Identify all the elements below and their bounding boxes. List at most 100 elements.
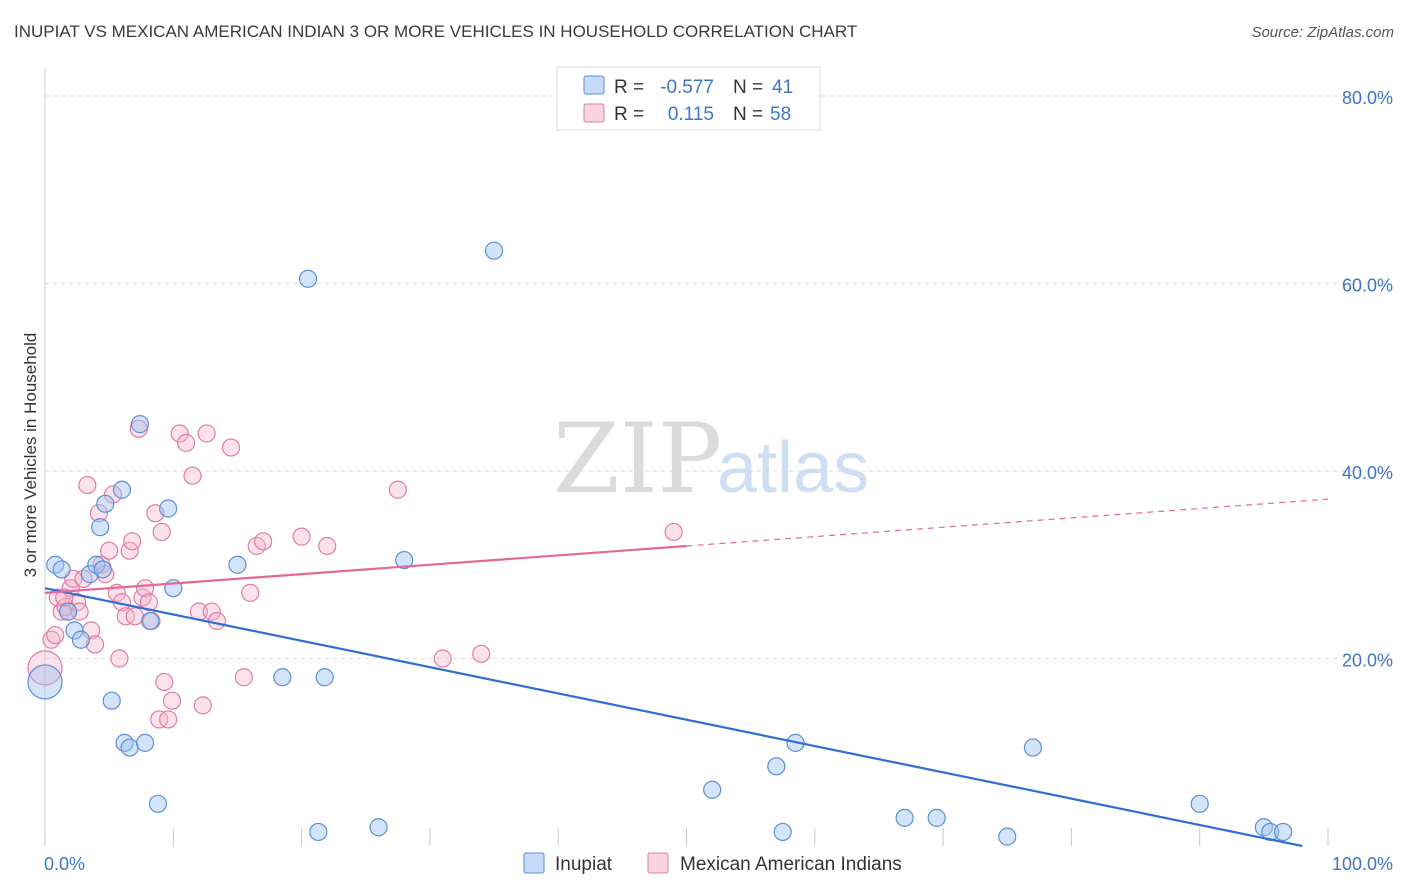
mexican-point-47: [234, 668, 253, 687]
mexican-point-12: [78, 475, 97, 495]
inupiat-point-30: [767, 757, 786, 776]
mexican-point-26: [125, 607, 144, 626]
mexican-point-30: [139, 593, 159, 612]
legend-n-value-inupiat: 41: [772, 77, 793, 98]
mexican-point-35: [155, 672, 174, 692]
chart-source: Source: ZipAtlas.com: [1251, 24, 1394, 41]
inupiat-point-0: [27, 664, 63, 700]
mexican-point-15: [89, 504, 108, 523]
legend-r-value-mexican: 0.115: [668, 104, 714, 125]
mexican-point-51: [292, 527, 311, 546]
series-legend: Inupiat Mexican American Indians: [523, 852, 902, 875]
mexican-point-39: [177, 433, 196, 452]
mexican-point-40: [183, 466, 202, 485]
mexican-point-19: [103, 485, 123, 504]
mexican-point-45: [207, 611, 227, 631]
bottom-legend-label-mexican: Mexican American Indians: [680, 854, 902, 875]
mexican-point-37: [162, 691, 182, 710]
inupiat-point-2: [52, 560, 71, 579]
mexican-trend-line-extension: [686, 498, 1329, 547]
watermark-atlas: atlas: [717, 428, 869, 508]
inupiat-point-17: [141, 611, 160, 631]
bottom-legend-swatch-mexican: [647, 852, 669, 874]
inupiat-point-5: [71, 630, 91, 649]
bottom-legend-swatch-inupiat: [523, 852, 545, 874]
y-tick-label-2: 40.0%: [1342, 463, 1393, 483]
inupiat-point-25: [315, 668, 334, 687]
inupiat-point-29: [703, 780, 722, 799]
inupiat-point-18: [148, 794, 168, 813]
mexican-point-34: [152, 522, 171, 542]
inupiat-point-11: [102, 691, 121, 710]
mexican-point-55: [472, 644, 491, 663]
x-tick-labels: 0.0% 100.0%: [44, 854, 1393, 874]
inupiat-point-15: [130, 415, 150, 434]
inupiat-point-36: [1023, 738, 1043, 757]
watermark-zip: ZIP: [553, 403, 722, 515]
inupiat-point-9: [93, 560, 112, 579]
legend-r-label-inupiat: R =: [614, 77, 644, 98]
inupiat-point-8: [91, 518, 110, 537]
data-points: [27, 241, 1293, 846]
mexican-point-43: [197, 424, 216, 443]
inupiat-point-4: [65, 621, 84, 640]
inupiat-point-12: [112, 480, 132, 499]
bottom-legend-label-inupiat: Inupiat: [555, 854, 613, 875]
trend-lines: [44, 498, 1329, 848]
legend-n-label-mexican: N =: [733, 104, 763, 125]
legend-swatch-inupiat: [583, 75, 605, 95]
inupiat-point-26: [369, 818, 388, 837]
y-tick-label-1: 60.0%: [1342, 276, 1393, 296]
inupiat-point-28: [484, 241, 504, 260]
mexican-point-42: [193, 696, 212, 715]
y-axis-label: 3 or more Vehicles in Household: [21, 333, 40, 578]
inupiat-point-10: [96, 494, 115, 513]
legend-r-value-inupiat: -0.577: [660, 77, 714, 98]
mexican-point-2: [46, 625, 65, 645]
mexican-point-25: [123, 532, 142, 551]
mexican-point-44: [202, 602, 221, 621]
mexican-point-38: [170, 424, 189, 443]
mexican-point-18: [100, 541, 119, 560]
mexican-point-0: [27, 650, 63, 686]
gridlines: [45, 95, 1392, 659]
mexican-point-53: [388, 480, 407, 499]
watermark: ZIP atlas: [553, 403, 869, 515]
mexican-point-54: [433, 649, 452, 668]
legend-n-value-mexican: 58: [770, 104, 791, 125]
mexican-point-29: [135, 579, 155, 598]
axes: [44, 68, 1329, 846]
inupiat-point-34: [927, 808, 946, 827]
x-tick-label-1: 100.0%: [1332, 854, 1393, 874]
chart-title: INUPIAT VS MEXICAN AMERICAN INDIAN 3 OR …: [14, 22, 858, 41]
y-tick-label-0: 80.0%: [1342, 88, 1393, 108]
inupiat-point-33: [895, 808, 914, 827]
mexican-point-36: [159, 710, 178, 729]
inupiat-trend-line: [44, 587, 1303, 848]
legend-r-label-mexican: R =: [614, 104, 644, 125]
inupiat-point-31: [773, 822, 792, 842]
y-tick-label-3: 20.0%: [1342, 651, 1393, 671]
inupiat-point-22: [273, 668, 292, 687]
inupiat-point-14: [120, 738, 139, 757]
inupiat-point-16: [135, 733, 155, 752]
stats-legend: R = -0.577 N = 41 R = 0.115 N = 58: [556, 66, 821, 131]
mexican-trend-line: [44, 544, 687, 594]
legend-n-label-inupiat: N =: [733, 77, 763, 98]
inupiat-point-37: [1190, 794, 1209, 813]
mexican-point-14: [85, 635, 105, 654]
inupiat-point-27: [395, 550, 414, 570]
x-tick-label-0: 0.0%: [44, 854, 85, 874]
inupiat-point-23: [298, 269, 318, 288]
mexican-point-21: [110, 649, 129, 668]
inupiat-point-21: [228, 555, 247, 574]
inupiat-point-35: [998, 827, 1017, 846]
mexican-point-56: [664, 522, 683, 542]
inupiat-point-24: [309, 822, 328, 842]
legend-swatch-mexican: [583, 103, 605, 123]
inupiat-point-3: [58, 602, 78, 621]
mexican-point-50: [254, 532, 273, 551]
y-tick-labels: 80.0% 60.0% 40.0% 20.0%: [1342, 88, 1393, 671]
inupiat-point-19: [159, 499, 178, 518]
